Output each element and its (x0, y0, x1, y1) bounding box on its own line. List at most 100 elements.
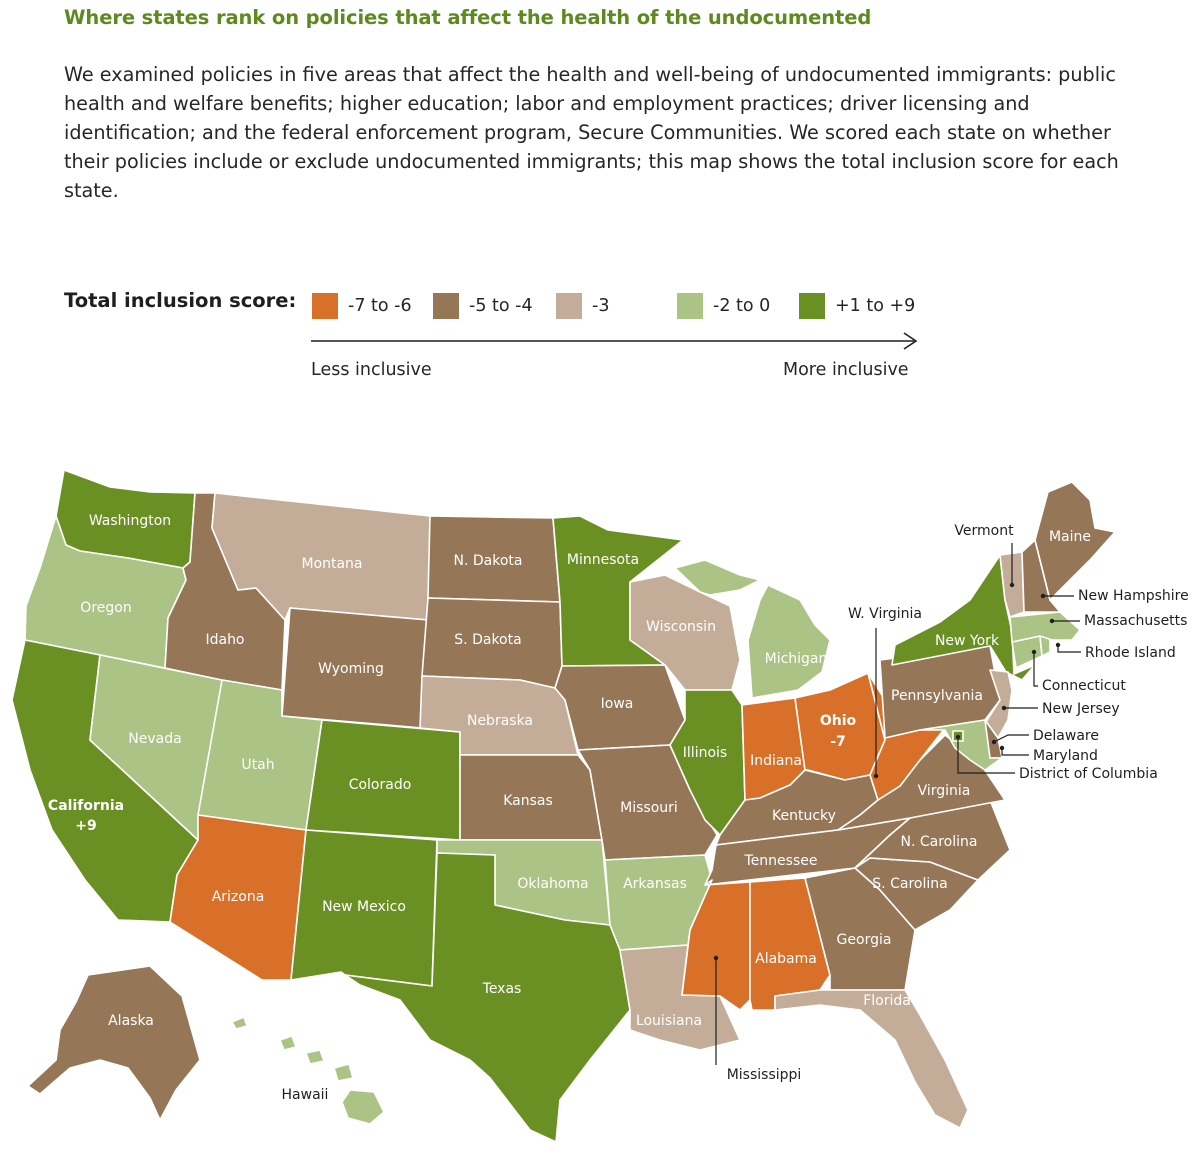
label-wyoming: Wyoming (318, 661, 384, 677)
more-inclusive-label: More inclusive (783, 360, 909, 380)
legend-label: -2 to 0 (713, 296, 771, 316)
legend-item-worst: -7 to -6 (312, 292, 412, 320)
label-utah: Utah (241, 757, 274, 773)
state-massachusetts[interactable] (1009, 611, 1081, 643)
label-tennessee: Tennessee (744, 853, 818, 869)
label-delaware: Delaware (1033, 728, 1099, 744)
label-nevada: Nevada (128, 731, 181, 747)
less-inclusive-label: Less inclusive (311, 360, 432, 380)
leader-dot (991, 739, 997, 745)
legend-item-best: +1 to +9 (799, 292, 915, 320)
legend-item-mid: -3 (556, 292, 609, 320)
leader-dot (713, 955, 719, 961)
inclusion-arrow (311, 332, 918, 350)
label-mississippi: Mississippi (727, 1067, 802, 1083)
leader-dot (1040, 593, 1046, 599)
label-vermont: Vermont (954, 523, 1014, 539)
label-north-dakota: N. Dakota (454, 553, 523, 569)
label-virginia: Virginia (918, 783, 971, 799)
leader-delaware (993, 734, 1029, 743)
label-maryland: Maryland (1033, 748, 1098, 764)
label-west-virginia: W. Virginia (848, 606, 922, 622)
label-nebraska: Nebraska (467, 713, 533, 729)
leader-rhode-island (1057, 645, 1081, 653)
label-north-carolina: N. Carolina (901, 834, 978, 850)
label-kansas: Kansas (503, 793, 553, 809)
state-florida[interactable] (774, 989, 969, 1129)
legend-label: -7 to -6 (348, 296, 412, 316)
label-illinois: Illinois (683, 745, 727, 761)
label-wisconsin: Wisconsin (646, 619, 716, 635)
label-florida: Florida (863, 993, 911, 1009)
leader-dot (955, 734, 961, 740)
label-new-jersey: New Jersey (1042, 701, 1120, 717)
label-missouri: Missouri (620, 800, 678, 816)
leader-maryland (1001, 748, 1029, 756)
label-connecticut: Connecticut (1042, 678, 1126, 694)
label-colorado: Colorado (349, 777, 412, 793)
label-new-hampshire: New Hampshire (1078, 588, 1189, 604)
label-california: California (48, 798, 124, 814)
label-texas: Texas (482, 981, 522, 997)
state-wisconsin[interactable] (629, 574, 741, 691)
label-pennsylvania: Pennsylvania (891, 688, 983, 704)
leader-dot (1001, 705, 1007, 711)
state-michigan[interactable] (747, 584, 831, 699)
legend-label: -3 (592, 296, 610, 316)
legend-item-high: -2 to 0 (677, 292, 770, 320)
state-new-hampshire[interactable] (1021, 539, 1061, 613)
label-alabama: Alabama (755, 951, 817, 967)
label-louisiana: Louisiana (636, 1013, 702, 1029)
state-michigan-upper[interactable] (674, 559, 761, 596)
leader-dc (957, 737, 1015, 774)
state-alaska[interactable] (27, 965, 201, 1121)
leader-dot (1031, 649, 1037, 655)
label-washington: Washington (89, 513, 171, 529)
label-hawaii: Hawaii (282, 1087, 329, 1103)
state-maryland[interactable] (919, 719, 1003, 771)
legend-swatch (433, 293, 459, 319)
label-georgia: Georgia (837, 932, 892, 948)
label-new-york: New York (935, 633, 1000, 649)
label-dc: District of Columbia (1019, 766, 1158, 782)
label-alaska: Alaska (108, 1013, 154, 1029)
legend-label: -5 to -4 (469, 296, 533, 316)
label-oklahoma: Oklahoma (517, 876, 588, 892)
leader-dot (1049, 618, 1055, 624)
label-arizona: Arizona (212, 889, 265, 905)
map-title: Where states rank on policies that affec… (64, 6, 872, 29)
leader-connecticut (1033, 652, 1038, 687)
label-arkansas: Arkansas (623, 876, 687, 892)
label-indiana: Indiana (750, 753, 802, 769)
legend-swatch (677, 293, 703, 319)
legend-item-low: -5 to -4 (433, 292, 533, 320)
label-south-carolina: S. Carolina (872, 876, 947, 892)
label-minnesota: Minnesota (567, 552, 639, 568)
label-ohio-score: -7 (830, 734, 846, 750)
legend-swatch (556, 293, 582, 319)
label-michigan: Michigan (765, 651, 828, 667)
label-ohio: Ohio (820, 713, 857, 729)
intro-paragraph: We examined policies in five areas that … (64, 63, 1119, 202)
label-california-score: +9 (75, 818, 96, 834)
label-oregon: Oregon (80, 600, 131, 616)
state-new-jersey[interactable] (985, 669, 1013, 739)
legend-swatch (312, 293, 338, 319)
label-massachusetts: Massachusetts (1084, 613, 1187, 629)
label-new-mexico: New Mexico (322, 899, 406, 915)
state-hawaii[interactable] (231, 1016, 385, 1125)
state-illinois[interactable] (669, 689, 746, 836)
state-maine[interactable] (1034, 481, 1116, 601)
label-rhode-island: Rhode Island (1085, 645, 1176, 661)
state-new-york[interactable] (891, 554, 1036, 681)
leader-dot (1009, 582, 1015, 588)
legend-swatch (799, 293, 825, 319)
label-south-dakota: S. Dakota (454, 632, 521, 648)
label-iowa: Iowa (601, 696, 634, 712)
legend-title: Total inclusion score: (64, 289, 297, 312)
label-kentucky: Kentucky (772, 808, 836, 824)
state-north-carolina[interactable] (854, 799, 1011, 881)
label-idaho: Idaho (205, 632, 244, 648)
legend-label: +1 to +9 (835, 296, 916, 316)
